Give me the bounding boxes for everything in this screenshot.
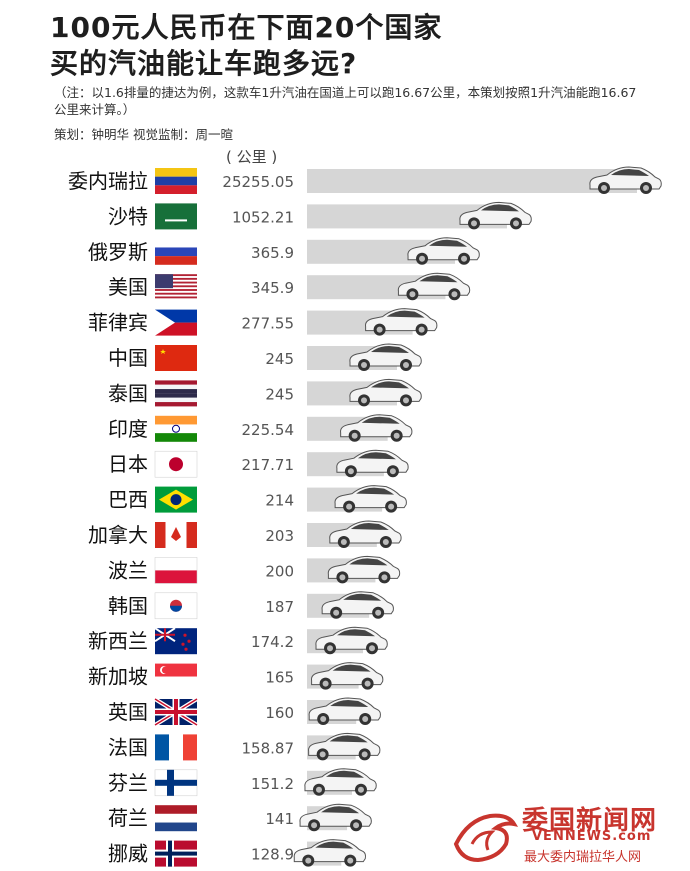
watermark-title: 委国新闻网 [522,806,658,836]
country-label: 巴西 [108,488,148,512]
flag-icon [155,345,197,371]
country-label: 俄罗斯 [88,240,148,264]
country-label: 荷兰 [108,806,148,830]
country-label: 印度 [108,417,148,441]
chart-row: 沙特 1052.21 [108,201,532,230]
value-label: 245 [265,350,294,368]
chart-row: 新加坡 165 [88,662,384,691]
value-label: 214 [265,492,294,510]
value-label: 365.9 [251,244,294,262]
chart-row: 中国 245 [108,343,422,372]
value-label: 151.2 [251,775,294,793]
flag-icon [154,627,197,655]
flag-icon [155,238,197,265]
flag-icon [155,274,197,299]
value-label: 141 [265,810,294,828]
flag-icon [154,557,198,584]
chart-row: 法国 158.87 [108,732,381,761]
country-label: 中国 [108,346,148,370]
value-label: 174.2 [251,633,294,651]
flag-icon [155,380,197,407]
country-label: 新加坡 [88,665,148,689]
value-label: 245 [265,385,294,403]
flag-icon [155,309,197,336]
chart-row: 美国 345.9 [108,272,471,301]
country-label: 挪威 [108,842,148,866]
flag-icon [155,415,197,442]
chart-row: 泰国 245 [108,378,422,407]
flag-icon [155,734,197,761]
value-label: 217.71 [242,456,295,474]
chart-row: 波兰 200 [108,555,401,584]
country-label: 新西兰 [88,629,148,653]
chart-row: 挪威 128.9 [108,839,367,868]
chart-credits: 策划：钟明华 视觉监制：周一暄 [54,127,233,142]
chart-row: 印度 225.54 [108,414,413,443]
value-label: 165 [265,669,294,687]
chart-row: 加拿大 203 [88,520,402,549]
country-label: 日本 [108,452,148,476]
value-label: 160 [265,704,294,722]
chart-row: 新西兰 174.2 [88,626,388,655]
flag-icon [155,663,197,690]
chart-row: 芬兰 151.2 [108,768,377,797]
chart-row: 日本 217.71 [108,449,409,478]
chart-row: 荷兰 141 [108,803,372,832]
value-label: 187 [265,598,294,616]
country-label: 芬兰 [108,771,148,795]
country-label: 法国 [108,735,148,759]
flag-icon [154,592,198,620]
flag-icon [153,697,199,727]
flag-icon [154,769,198,797]
flag-icon [155,805,197,832]
chart-row: 英国 160 [108,697,381,727]
flag-icon [155,203,197,230]
flag-icon [154,450,198,478]
flag-icon [155,168,197,194]
country-label: 波兰 [108,558,148,582]
flag-icon [155,840,197,867]
value-label: 128.9 [251,846,294,864]
value-label: 277.55 [242,315,295,333]
value-label: 25255.05 [222,173,294,191]
value-label: 158.87 [242,739,295,757]
rose-logo-icon [453,813,519,863]
site-watermark: 委国新闻网 VENNEWS.com 最大委内瑞拉华人网 [448,798,688,868]
watermark-tagline: 最大委内瑞拉华人网 [524,850,642,865]
country-label: 美国 [108,275,148,299]
country-label: 加拿大 [88,523,148,547]
country-label: 韩国 [108,594,148,618]
country-label: 菲律宾 [88,311,148,335]
chart-row: 菲律宾 277.55 [88,308,438,337]
chart-title-line2: 买的汽油能让车跑多远? [50,47,358,80]
unit-label: ( 公里 ) [226,148,278,166]
chart-note: （注：以1.6排量的捷达为例，这款车1升汽油在国道上可以跑16.67公里，本策划… [54,85,637,117]
country-label: 泰国 [108,381,148,405]
bar [307,169,637,193]
flag-icon [155,522,197,548]
value-label: 200 [265,562,294,580]
watermark-site: VENNEWS.com [532,829,652,844]
value-label: 1052.21 [232,208,294,226]
chart-row: 俄罗斯 365.9 [88,237,480,266]
country-label: 英国 [108,700,148,724]
value-label: 203 [265,527,294,545]
country-label: 委内瑞拉 [68,169,148,193]
chart-row: 委内瑞拉 25255.05 [68,166,662,195]
chart-title-line1: 100元人民币在下面20个国家 [50,11,443,44]
country-label: 沙特 [108,204,148,228]
value-label: 345.9 [251,279,294,297]
chart-row: 韩国 187 [108,591,394,620]
chart-row: 巴西 214 [108,485,407,514]
value-label: 225.54 [242,421,295,439]
flag-icon [155,486,197,513]
